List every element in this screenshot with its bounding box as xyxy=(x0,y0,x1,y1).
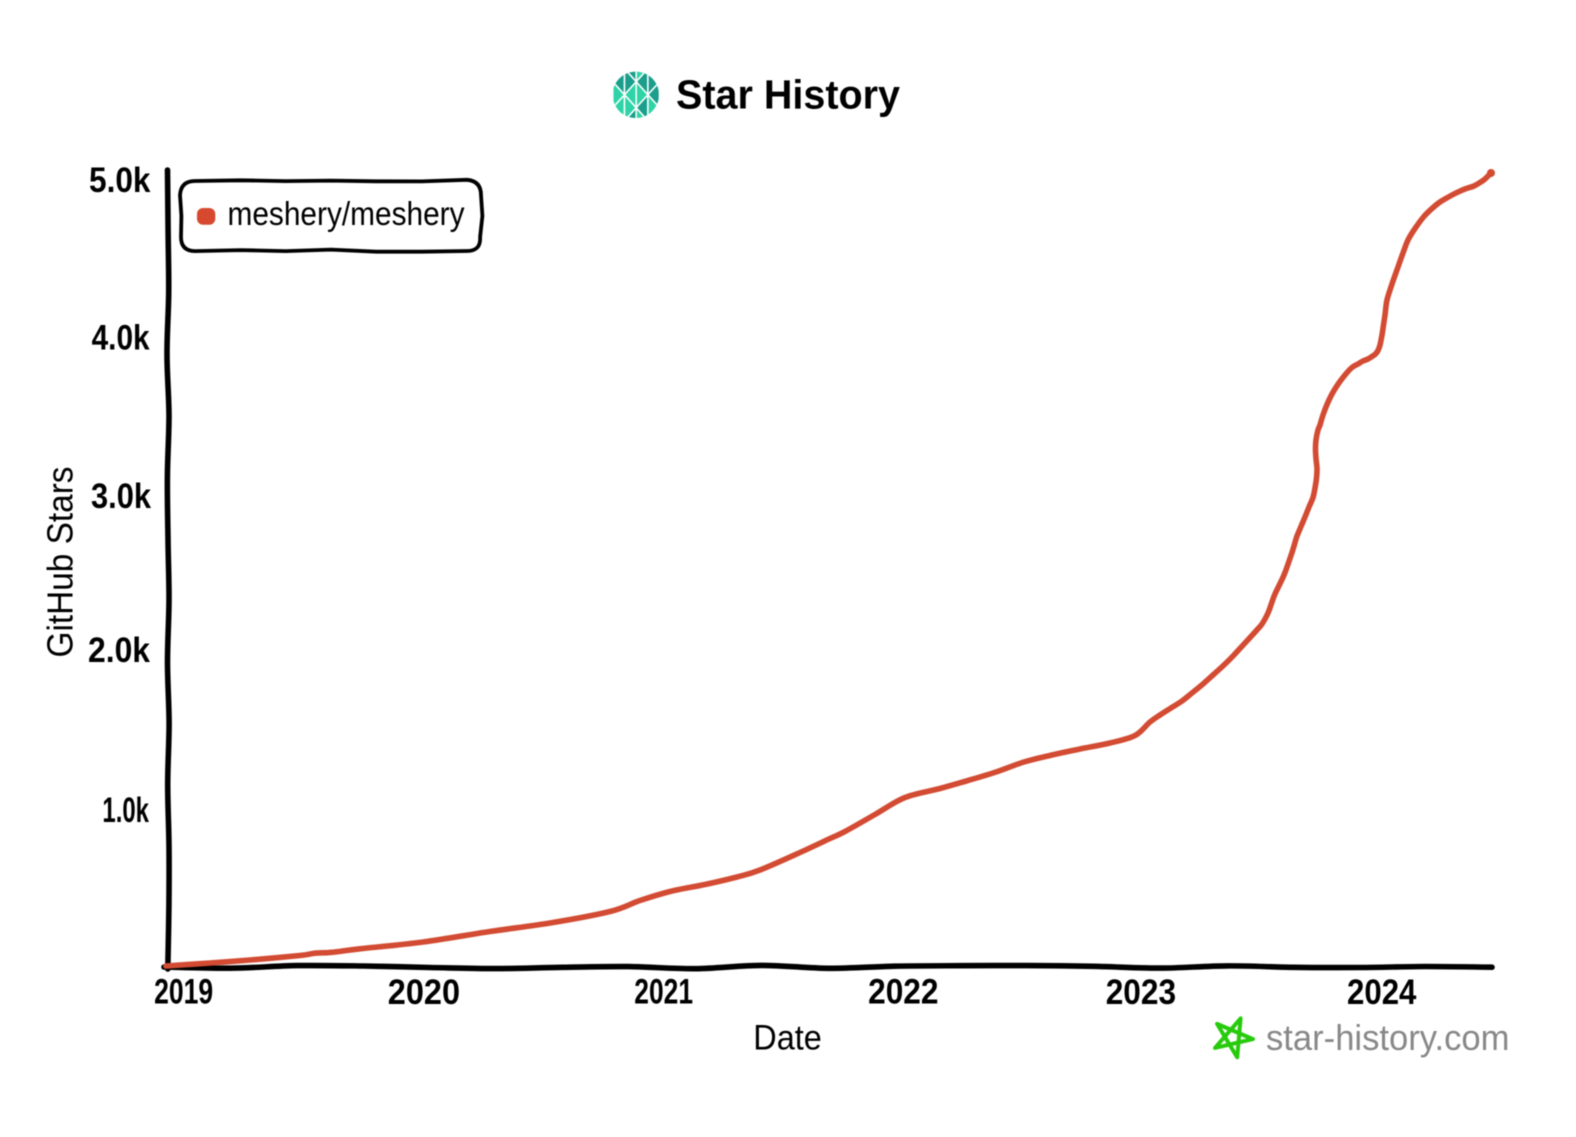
svg-text:2.0k: 2.0k xyxy=(88,631,150,670)
svg-text:star-history.com: star-history.com xyxy=(1266,1017,1510,1058)
svg-text:meshery/meshery: meshery/meshery xyxy=(228,195,465,232)
svg-text:2022: 2022 xyxy=(868,973,938,1012)
svg-text:Star History: Star History xyxy=(676,72,900,118)
svg-text:Date: Date xyxy=(753,1019,822,1058)
svg-text:2024: 2024 xyxy=(1347,973,1417,1012)
svg-text:2020: 2020 xyxy=(388,973,460,1012)
svg-text:2021: 2021 xyxy=(634,973,693,1012)
svg-text:1.0k: 1.0k xyxy=(102,791,149,830)
svg-text:5.0k: 5.0k xyxy=(89,161,151,200)
svg-text:3.0k: 3.0k xyxy=(91,477,151,516)
svg-text:2023: 2023 xyxy=(1106,973,1176,1012)
svg-text:4.0k: 4.0k xyxy=(92,319,150,358)
svg-text:GitHub Stars: GitHub Stars xyxy=(39,467,80,658)
svg-text:2019: 2019 xyxy=(154,973,213,1012)
